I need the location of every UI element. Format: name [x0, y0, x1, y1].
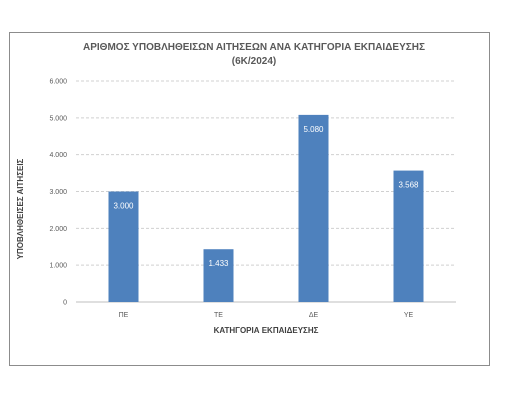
- bar-ΤΕ: [203, 249, 234, 302]
- chart-title-line-2: (6Κ/2024): [232, 56, 276, 67]
- x-category-label: ΔΕ: [309, 312, 319, 319]
- x-axis-category-labels: ΠΕ ΤΕ ΔΕ ΥΕ: [119, 312, 414, 319]
- chart-frame: ΑΡΙΘΜΟΣ ΥΠΟΒΛΗΘΕΙΣΩΝ ΑΙΤΗΣΕΩΝ ΑΝΑ ΚΑΤΗΓΟ…: [9, 32, 490, 366]
- y-tick-label: 3.000: [49, 189, 67, 196]
- bar-ΠΕ: [108, 191, 139, 302]
- bars: [108, 114, 424, 303]
- data-label: 5.080: [303, 125, 324, 134]
- bar-ΔΕ: [298, 114, 329, 303]
- y-tick-label: 5.000: [49, 115, 67, 122]
- y-tick-label: 1.000: [49, 263, 67, 270]
- gridlines: [76, 80, 456, 303]
- x-category-label: ΠΕ: [119, 312, 129, 319]
- data-labels: 3.000 1.433 5.080 3.568: [113, 125, 419, 268]
- data-label: 3.568: [398, 181, 419, 190]
- data-label: 1.433: [208, 259, 229, 268]
- y-axis-tick-labels: 0 1.000 2.000 3.000 4.000 5.000 6.000: [49, 79, 67, 307]
- y-tick-label: 6.000: [49, 79, 67, 86]
- data-label: 3.000: [113, 202, 134, 211]
- x-category-label: ΥΕ: [404, 312, 414, 319]
- y-tick-label: 2.000: [49, 226, 67, 233]
- bar-chart: ΑΡΙΘΜΟΣ ΥΠΟΒΛΗΘΕΙΣΩΝ ΑΙΤΗΣΕΩΝ ΑΝΑ ΚΑΤΗΓΟ…: [16, 42, 456, 335]
- y-axis-title: ΥΠΟΒΛΗΘΕΙΣΕΣ ΑΙΤΗΣΕΙΣ: [16, 158, 25, 259]
- y-tick-label: 4.000: [49, 152, 67, 159]
- x-category-label: ΤΕ: [214, 312, 223, 319]
- bar-ΥΕ: [393, 170, 424, 302]
- x-axis-title: ΚΑΤΗΓΟΡΙΑ ΕΚΠΑΙΔΕΥΣΗΣ: [214, 326, 319, 335]
- y-tick-label: 0: [63, 300, 67, 307]
- chart-title-line-1: ΑΡΙΘΜΟΣ ΥΠΟΒΛΗΘΕΙΣΩΝ ΑΙΤΗΣΕΩΝ ΑΝΑ ΚΑΤΗΓΟ…: [83, 42, 425, 53]
